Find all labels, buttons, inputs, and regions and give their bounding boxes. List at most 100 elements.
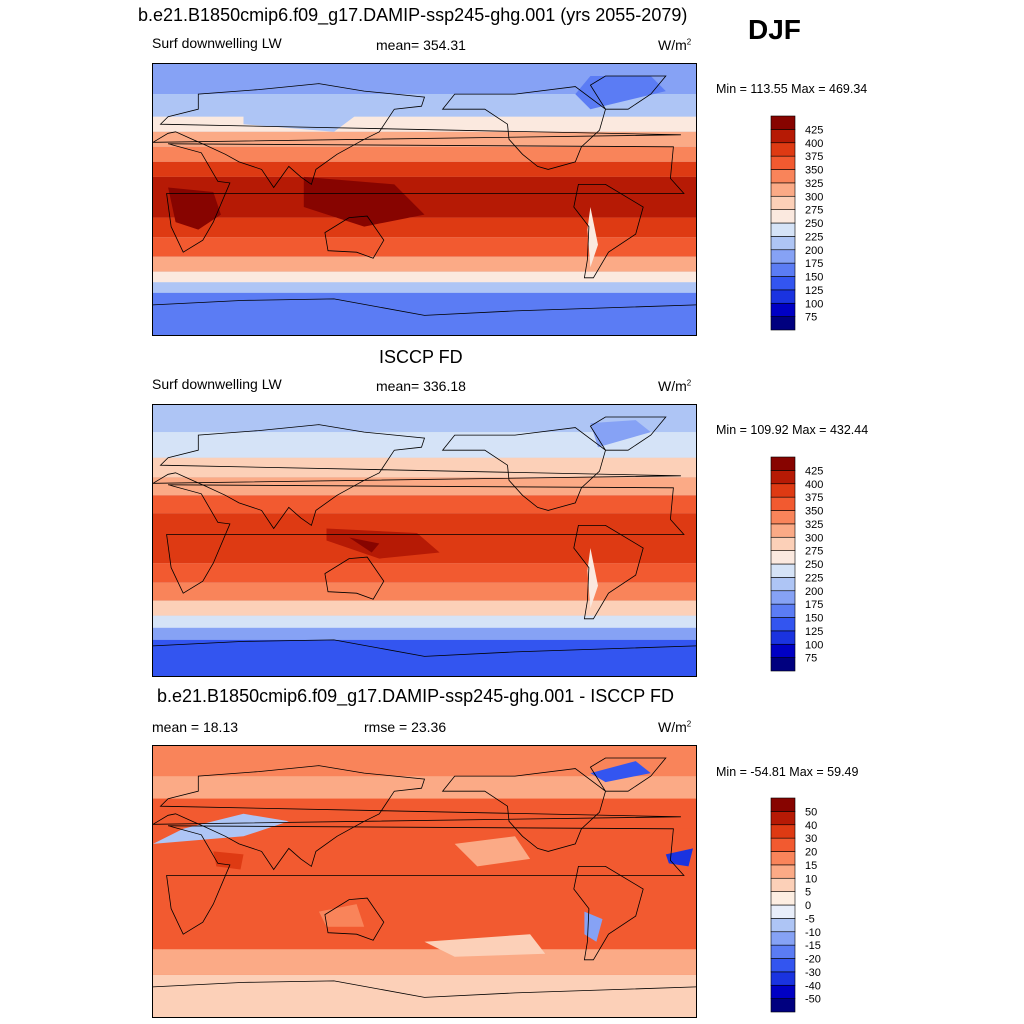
colorbar-tick-label: 275: [805, 546, 823, 558]
field-region: [587, 548, 598, 609]
colorbar-swatch: [770, 630, 796, 645]
colorbar-swatch: [770, 811, 796, 826]
panel-2-units: W/m2: [658, 378, 692, 394]
colorbar-tick-label: 125: [805, 626, 823, 638]
field-region: [587, 207, 598, 268]
colorbar-swatch: [770, 797, 796, 812]
colorbar-tick-label: 375: [805, 492, 823, 504]
field-band: [153, 282, 696, 293]
colorbar-swatch: [770, 470, 796, 485]
panel-2-map: [152, 404, 697, 677]
field-region: [213, 851, 244, 870]
field-region: [584, 911, 603, 942]
colorbar-swatch: [770, 536, 796, 551]
colorbar-tick-label: 30: [805, 833, 817, 845]
colorbar-tick-label: 250: [805, 559, 823, 571]
colorbar-tick-label: 225: [805, 572, 823, 584]
colorbar-tick-label: 5: [805, 887, 811, 899]
field-band: [153, 513, 696, 564]
colorbar-swatch: [770, 837, 796, 852]
colorbar-swatch: [770, 998, 796, 1013]
panel-3-rmse: rmse = 23.36: [364, 719, 447, 735]
field-region: [318, 904, 365, 927]
colorbar-tick-label: 20: [805, 847, 817, 859]
field-band: [153, 176, 696, 218]
panel-1-variable: Surf downwelling LW: [152, 35, 282, 51]
field-region: [153, 813, 289, 844]
colorbar-swatch: [770, 971, 796, 986]
colorbar-tick-label: 10: [805, 873, 817, 885]
colorbar-tick-label: -50: [805, 994, 821, 1006]
field-band: [153, 161, 696, 177]
colorbar-tick-label: 375: [805, 151, 823, 163]
colorbar-tick-label: 50: [805, 806, 817, 818]
coastline: [166, 825, 685, 935]
coastline: [153, 765, 681, 871]
field-band: [153, 828, 696, 950]
colorbar-swatch: [770, 577, 796, 592]
panel-2-title: ISCCP FD: [379, 347, 463, 367]
colorbar-tick-label: 325: [805, 178, 823, 190]
colorbar-swatch: [770, 222, 796, 237]
field-band: [153, 615, 696, 628]
colorbar-swatch: [770, 944, 796, 959]
panel-3-colorbar: -50 -40 -30 -20 -15 -10 -5 0 5 10 15 20 30 40 50: [770, 797, 851, 1013]
field-region: [349, 537, 380, 553]
colorbar-swatch: [770, 115, 796, 130]
colorbar-swatch: [770, 302, 796, 317]
field-band: [153, 582, 696, 601]
field-region: [168, 187, 221, 230]
colorbar-tick-label: 150: [805, 272, 823, 284]
colorbar-swatch: [770, 550, 796, 565]
field-band: [153, 949, 696, 975]
field-band: [153, 563, 696, 583]
colorbar-swatch: [770, 864, 796, 879]
coastline: [441, 86, 606, 170]
colorbar-swatch: [770, 276, 796, 291]
colorbar-tick-label: 100: [805, 639, 823, 651]
colorbar-swatch: [770, 483, 796, 498]
colorbar-tick-label: 400: [805, 138, 823, 150]
field-region: [590, 761, 651, 783]
colorbar-tick-label: 425: [805, 124, 823, 136]
colorbar-tick-label: -30: [805, 967, 821, 979]
field-band: [153, 146, 696, 162]
colorbar-tick-label: 15: [805, 860, 817, 872]
coastline: [153, 298, 696, 316]
colorbar-tick-label: 225: [805, 231, 823, 243]
colorbar-tick-label: 400: [805, 479, 823, 491]
colorbar-swatch: [770, 456, 796, 471]
coastline: [153, 980, 696, 998]
field-band: [153, 974, 696, 1017]
panel-1-colorbar: 75 100 125 150 175 200 225 250 275 300 325 350 375 40…: [770, 115, 851, 331]
coastline: [153, 424, 681, 530]
colorbar-swatch: [770, 918, 796, 933]
colorbar-swatch: [770, 182, 796, 197]
colorbar-tick-label: -40: [805, 980, 821, 992]
colorbar-tick-label: 175: [805, 599, 823, 611]
coastline: [324, 215, 385, 259]
panel-2-variable: Surf downwelling LW: [152, 376, 282, 392]
coastline: [573, 184, 644, 279]
colorbar-swatch: [770, 958, 796, 973]
panel-3-map: [152, 745, 697, 1018]
colorbar-tick-label: 100: [805, 298, 823, 310]
field-band: [153, 271, 696, 283]
colorbar-swatch: [770, 289, 796, 304]
coastline: [589, 757, 667, 792]
field-band: [153, 627, 696, 640]
colorbar-swatch: [770, 931, 796, 946]
colorbar-tick-label: -10: [805, 927, 821, 939]
panel-1-map: [152, 63, 697, 336]
colorbar-swatch: [770, 617, 796, 632]
colorbar-swatch: [770, 563, 796, 578]
field-region: [243, 101, 365, 132]
coastline: [441, 427, 606, 511]
colorbar-tick-label: 325: [805, 519, 823, 531]
colorbar-swatch: [770, 657, 796, 672]
colorbar-tick-label: 75: [805, 312, 817, 324]
field-region: [326, 528, 440, 559]
colorbar-tick-label: 200: [805, 586, 823, 598]
coastline: [573, 866, 644, 961]
colorbar-tick-label: 0: [805, 900, 811, 912]
